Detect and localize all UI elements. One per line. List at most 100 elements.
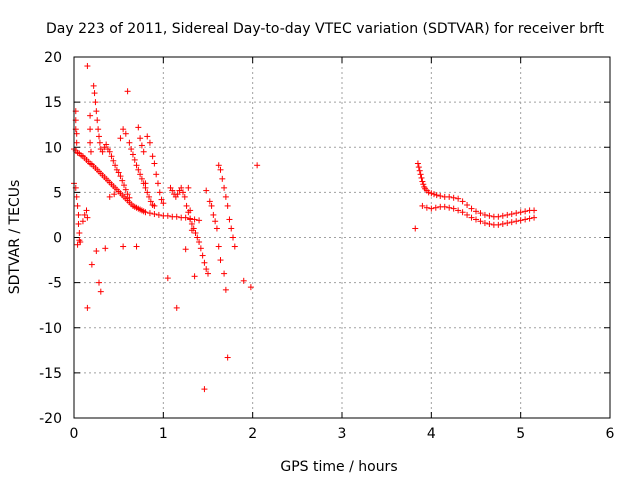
data-point — [188, 227, 195, 234]
data-point — [73, 193, 80, 200]
data-point — [508, 211, 515, 218]
data-point — [74, 241, 81, 248]
y-axis-label: SDTVAR / TECUs — [7, 180, 23, 295]
data-point — [455, 195, 462, 202]
data-point — [217, 166, 224, 173]
y-tick-label: 20 — [44, 50, 62, 66]
data-point — [428, 205, 435, 212]
x-tick-label: 0 — [70, 426, 79, 442]
data-point — [203, 187, 210, 194]
data-point — [208, 202, 215, 209]
data-point — [486, 220, 493, 227]
data-point — [468, 214, 475, 221]
data-point — [417, 171, 424, 178]
data-point — [192, 229, 199, 236]
data-point — [111, 191, 118, 198]
data-point — [254, 162, 261, 169]
data-point — [95, 126, 102, 133]
data-point — [126, 194, 133, 201]
y-tick-label: 0 — [53, 231, 62, 247]
data-point — [504, 211, 511, 218]
data-point — [137, 135, 144, 142]
data-point — [96, 279, 103, 286]
data-point — [179, 189, 186, 196]
data-point — [504, 220, 511, 227]
data-point — [431, 191, 438, 198]
data-point — [173, 213, 180, 220]
data-point — [201, 259, 208, 266]
data-point — [240, 277, 247, 284]
data-point — [121, 182, 128, 189]
y-tick-label: 15 — [44, 95, 62, 111]
data-point — [99, 148, 106, 155]
plot-frame — [73, 56, 611, 419]
data-point — [119, 177, 126, 184]
data-point — [169, 187, 176, 194]
data-point — [522, 216, 529, 223]
y-tick-label: -20 — [39, 411, 62, 427]
data-point — [231, 243, 238, 250]
data-point — [228, 225, 235, 232]
data-point — [201, 386, 208, 393]
data-point — [133, 162, 140, 169]
data-point — [181, 193, 188, 200]
data-point — [187, 216, 194, 223]
data-point — [151, 160, 158, 167]
data-point — [423, 204, 430, 211]
data-point — [112, 162, 119, 169]
data-point — [144, 133, 151, 140]
data-point — [133, 243, 140, 250]
data-point — [224, 202, 231, 209]
data-point — [146, 193, 153, 200]
data-point — [221, 270, 228, 277]
data-point — [224, 354, 231, 361]
data-point — [477, 210, 484, 217]
y-tick-label: -5 — [48, 276, 62, 292]
data-point — [92, 99, 99, 106]
data-point — [526, 215, 533, 222]
data-point — [124, 88, 131, 95]
data-point — [450, 194, 457, 201]
data-point — [481, 211, 488, 218]
data-point — [155, 211, 162, 218]
data-point — [499, 212, 506, 219]
data-point — [473, 208, 479, 215]
x-tick-label: 3 — [338, 426, 347, 442]
data-point — [226, 216, 233, 223]
data-point — [468, 205, 475, 212]
data-point — [455, 207, 462, 214]
data-point — [464, 211, 471, 218]
data-point — [459, 209, 466, 216]
data-point — [513, 210, 520, 217]
data-point — [531, 207, 538, 214]
data-point — [87, 112, 94, 119]
x-tick-label: 4 — [427, 426, 436, 442]
data-point — [196, 217, 203, 224]
data-point — [183, 202, 190, 209]
data-point — [79, 218, 86, 225]
data-point — [81, 211, 88, 218]
data-point — [73, 139, 80, 146]
data-point — [464, 202, 471, 209]
y-tick-label: -15 — [39, 366, 62, 382]
data-point — [106, 193, 113, 200]
data-point — [87, 126, 94, 133]
data-point — [102, 245, 109, 252]
data-point — [110, 157, 117, 164]
data-point — [138, 142, 145, 149]
data-point — [425, 189, 432, 196]
data-point — [187, 207, 194, 214]
data-point — [441, 203, 448, 210]
data-point — [108, 153, 115, 160]
y-tick-label: 5 — [53, 185, 62, 201]
data-point — [87, 148, 94, 155]
data-point — [93, 248, 100, 255]
data-point — [415, 164, 422, 171]
data-point — [84, 214, 91, 221]
data-point — [106, 148, 113, 155]
data-point — [433, 192, 440, 199]
data-point — [164, 212, 171, 219]
data-point — [151, 202, 158, 209]
x-tick-label: 6 — [606, 426, 615, 442]
